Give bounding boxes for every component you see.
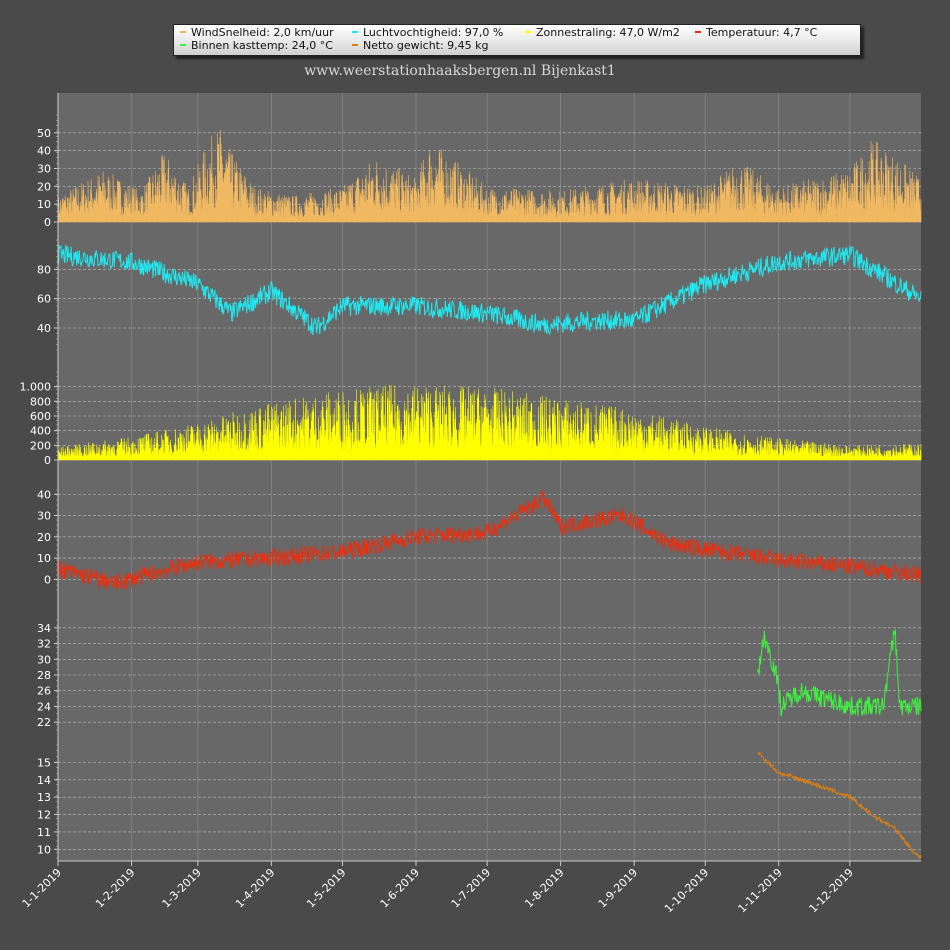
legend-swatch	[180, 44, 186, 46]
y-tick-label: 34	[37, 622, 51, 635]
y-tick-label: 40	[37, 145, 51, 158]
series-binnen-kasttemp	[756, 629, 922, 717]
legend-label: Temperatuur: 4,7 °C	[706, 26, 818, 39]
y-tick-label: 0	[44, 216, 51, 229]
x-tick-label: 1-6-2019	[378, 866, 423, 911]
y-tick-label: 60	[37, 293, 51, 306]
legend-item-wind: WindSnelheid: 2,0 km/uur	[180, 27, 334, 39]
y-tick-label: 15	[37, 756, 51, 769]
y-tick-label: 0	[44, 573, 51, 586]
legend: WindSnelheid: 2,0 km/uur Luchtvochtighei…	[173, 24, 861, 56]
series-luchtvochtigheid	[57, 244, 922, 336]
x-tick-label: 1-7-2019	[449, 866, 494, 911]
x-tick-label: 1-5-2019	[304, 866, 349, 911]
x-tick-label: 1-9-2019	[596, 866, 641, 911]
legend-label: WindSnelheid: 2,0 km/uur	[191, 26, 334, 39]
x-tick-label: 1-3-2019	[159, 866, 204, 911]
legend-item-weight: Netto gewicht: 9,45 kg	[352, 40, 489, 52]
x-tick-label: 1-8-2019	[522, 866, 567, 911]
legend-swatch	[695, 31, 701, 33]
x-tick-label: 1-11-2019	[735, 866, 784, 915]
y-tick-label: 10	[37, 552, 51, 565]
y-tick-label: 800	[30, 395, 51, 408]
series-netto-gewicht	[757, 751, 922, 860]
y-tick-label: 30	[37, 653, 51, 666]
y-tick-label: 30	[37, 163, 51, 176]
series-windsnelheid	[57, 129, 922, 223]
y-tick-label: 11	[37, 826, 51, 839]
y-tick-label: 50	[37, 127, 51, 140]
y-tick-label: 1.000	[20, 381, 52, 394]
y-tick-label: 20	[37, 180, 51, 193]
legend-swatch	[352, 44, 358, 46]
legend-item-hive-temp: Binnen kasttemp: 24,0 °C	[180, 40, 333, 52]
y-tick-label: 0	[44, 454, 51, 467]
y-tick-label: 80	[37, 263, 51, 276]
legend-label: Zonnestraling: 47,0 W/m2	[536, 26, 680, 39]
x-tick-label: 1-12-2019	[807, 866, 856, 915]
legend-label: Binnen kasttemp: 24,0 °C	[191, 39, 333, 52]
legend-swatch	[352, 31, 358, 33]
y-tick-label: 10	[37, 198, 51, 211]
legend-swatch	[180, 31, 186, 33]
x-tick-label: 1-2-2019	[93, 866, 138, 911]
y-tick-label: 14	[37, 774, 51, 787]
legend-item-humidity: Luchtvochtigheid: 97,0 %	[352, 27, 503, 39]
y-tick-label: 20	[37, 531, 51, 544]
y-tick-label: 28	[37, 669, 51, 682]
series-temperatuur	[57, 489, 922, 591]
y-tick-label: 200	[30, 439, 51, 452]
y-tick-label: 32	[37, 638, 51, 651]
legend-swatch	[525, 31, 531, 33]
y-tick-label: 12	[37, 809, 51, 822]
y-tick-label: 400	[30, 425, 51, 438]
y-tick-label: 13	[37, 791, 51, 804]
legend-label: Netto gewicht: 9,45 kg	[363, 39, 489, 52]
x-tick-label: 1-1-2019	[20, 866, 65, 911]
y-tick-label: 22	[37, 716, 51, 729]
x-tick-label: 1-10-2019	[662, 866, 711, 915]
y-tick-label: 40	[37, 322, 51, 335]
series-zonnestraling	[57, 384, 922, 461]
y-tick-label: 30	[37, 510, 51, 523]
chart-title: www.weerstationhaaksbergen.nl Bijenkast1	[304, 63, 616, 79]
legend-label: Luchtvochtigheid: 97,0 %	[363, 26, 504, 39]
y-tick-label: 10	[37, 843, 51, 856]
legend-item-temperature: Temperatuur: 4,7 °C	[695, 27, 817, 39]
legend-item-radiation: Zonnestraling: 47,0 W/m2	[525, 27, 680, 39]
y-tick-label: 40	[37, 488, 51, 501]
x-tick-label: 1-4-2019	[233, 866, 278, 911]
y-tick-label: 24	[37, 700, 51, 713]
y-tick-label: 600	[30, 410, 51, 423]
y-tick-label: 26	[37, 685, 51, 698]
